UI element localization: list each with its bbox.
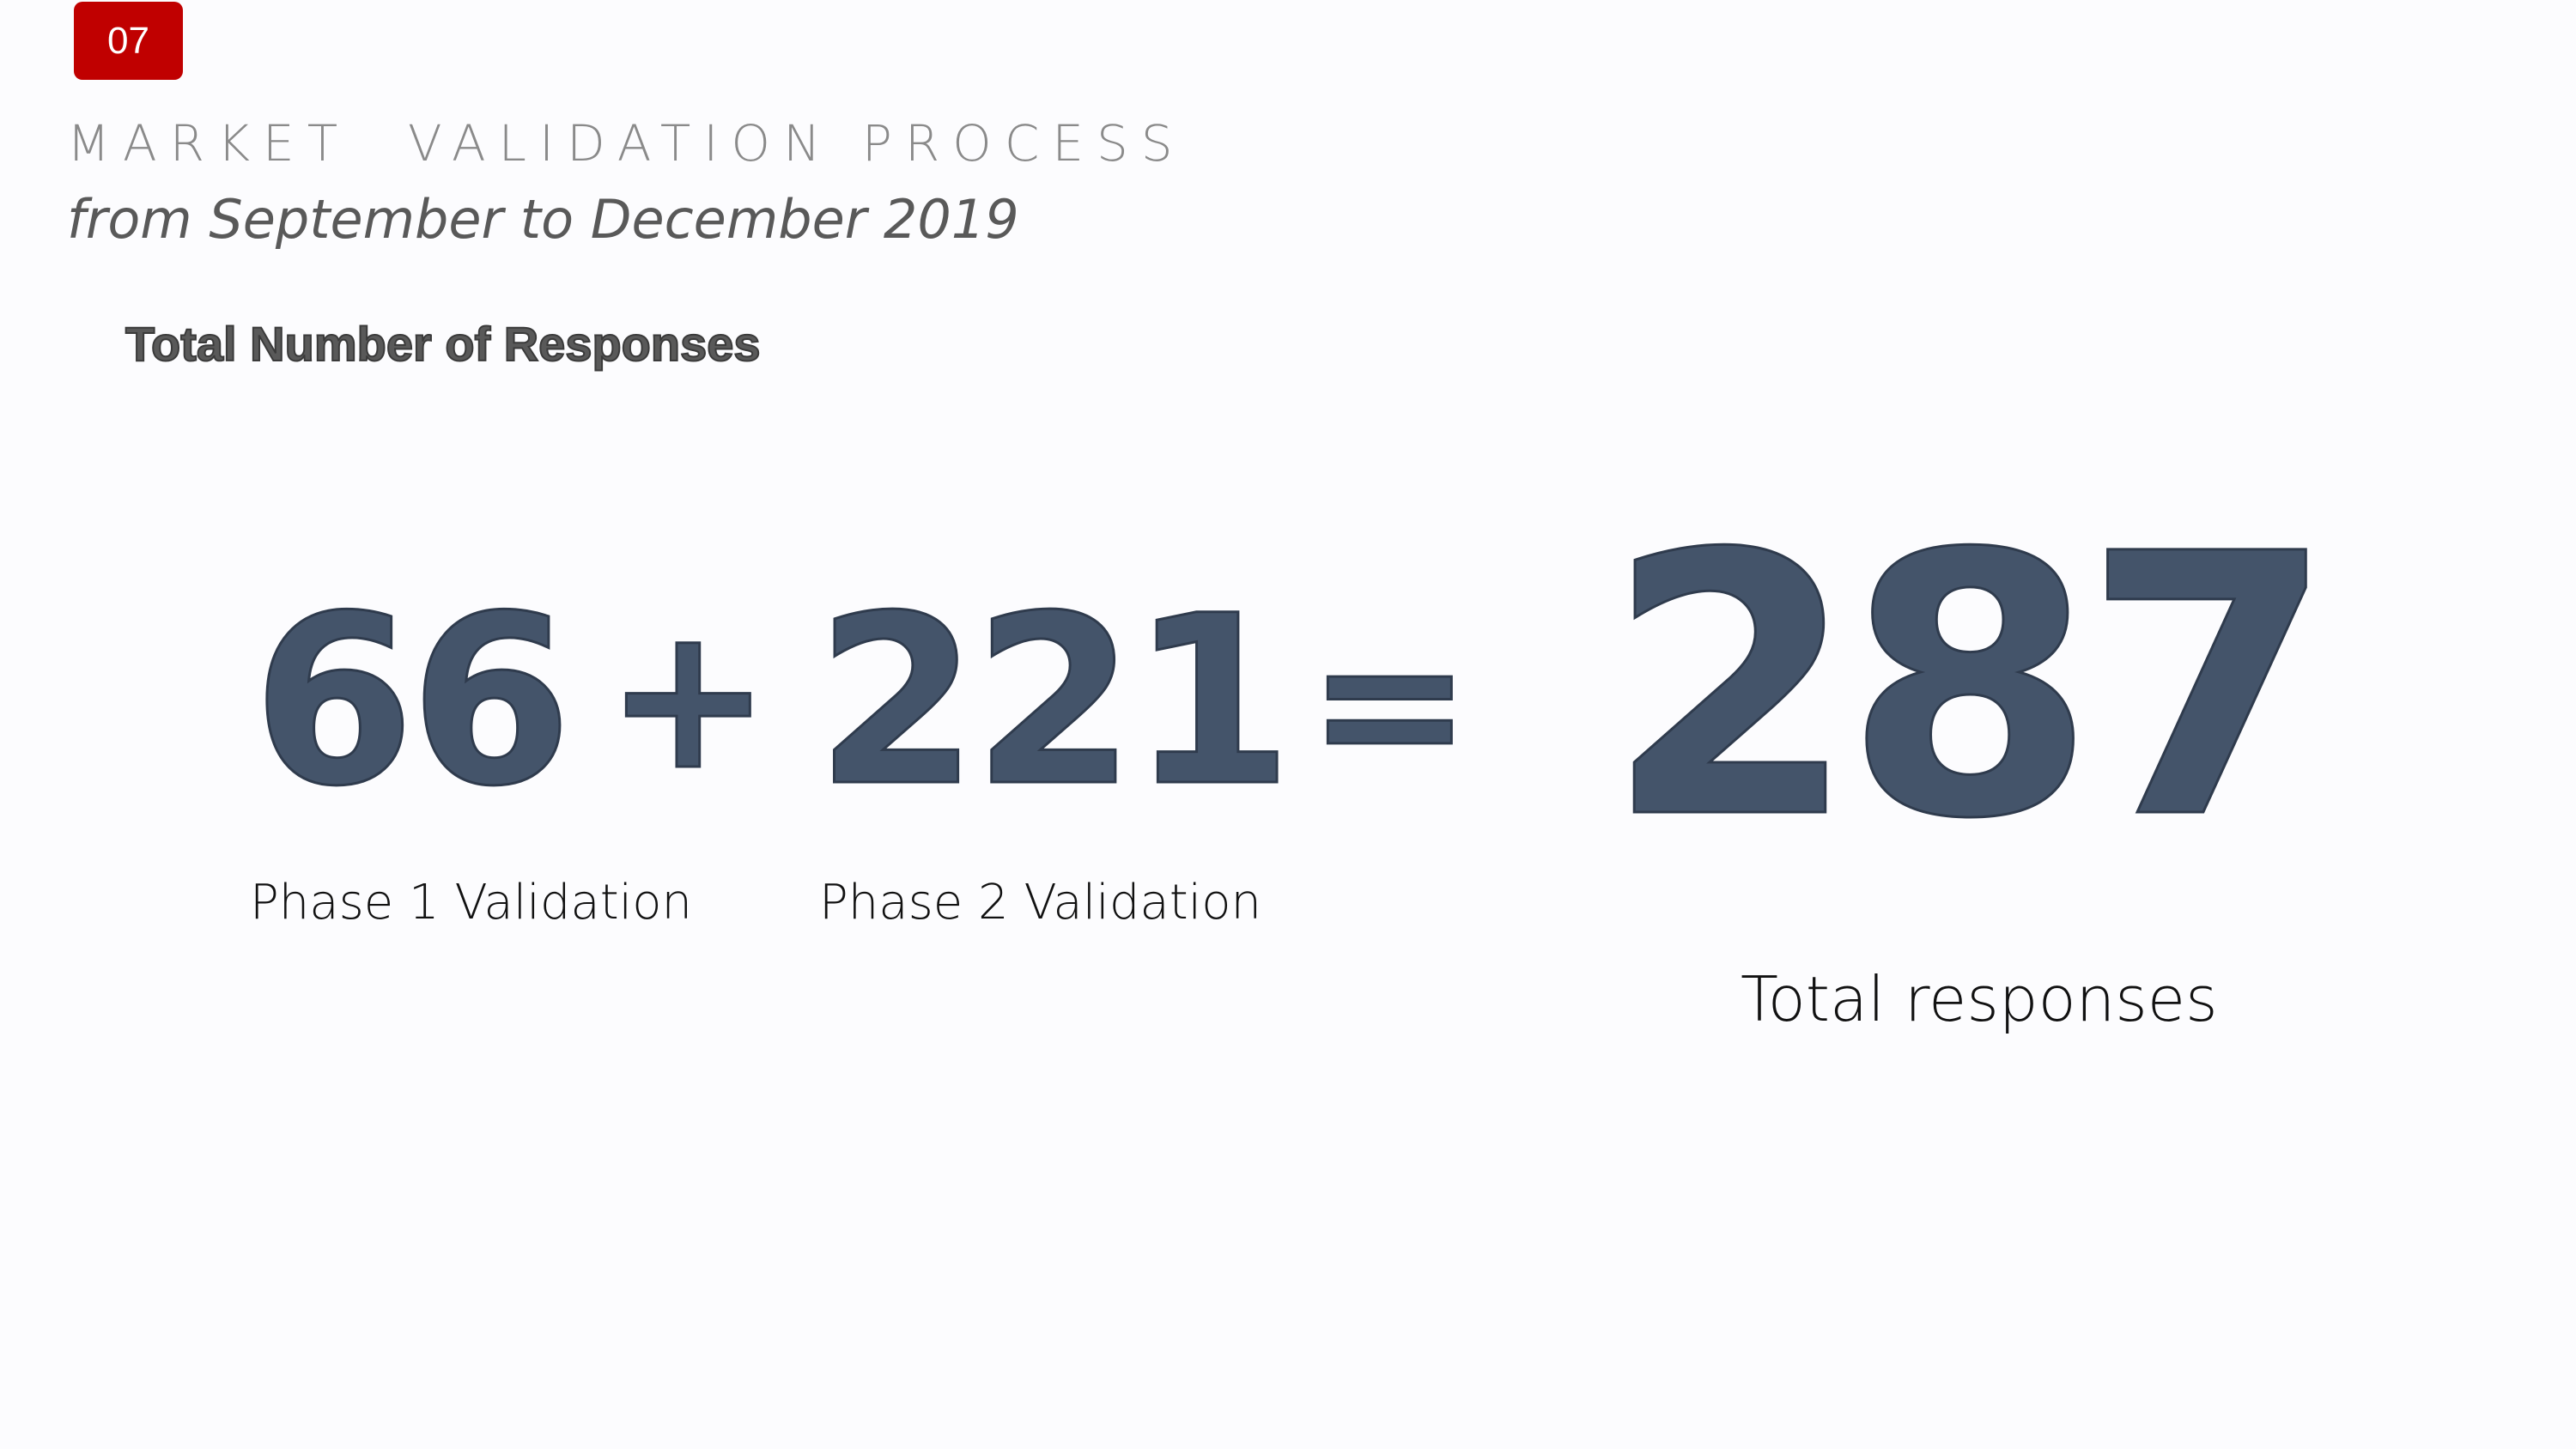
phase1-count: 66 <box>252 567 574 838</box>
slide-title: MARKET VALIDATION PROCESS <box>67 114 1186 173</box>
plus-operator: + <box>605 585 773 814</box>
phase2-label: Phase 2 Validation <box>819 875 1261 931</box>
equals-operator: = <box>1306 590 1474 819</box>
slide-subtitle: from September to December 2019 <box>67 188 1019 251</box>
phase2-count: 221 <box>815 567 1295 838</box>
section-heading: Total Number of Responses <box>125 316 762 372</box>
phase1-label: Phase 1 Validation <box>250 875 692 931</box>
slide-number-badge: 07 <box>74 2 183 80</box>
total-label: Total responses <box>1741 963 2218 1035</box>
total-count: 287 <box>1605 478 2336 898</box>
